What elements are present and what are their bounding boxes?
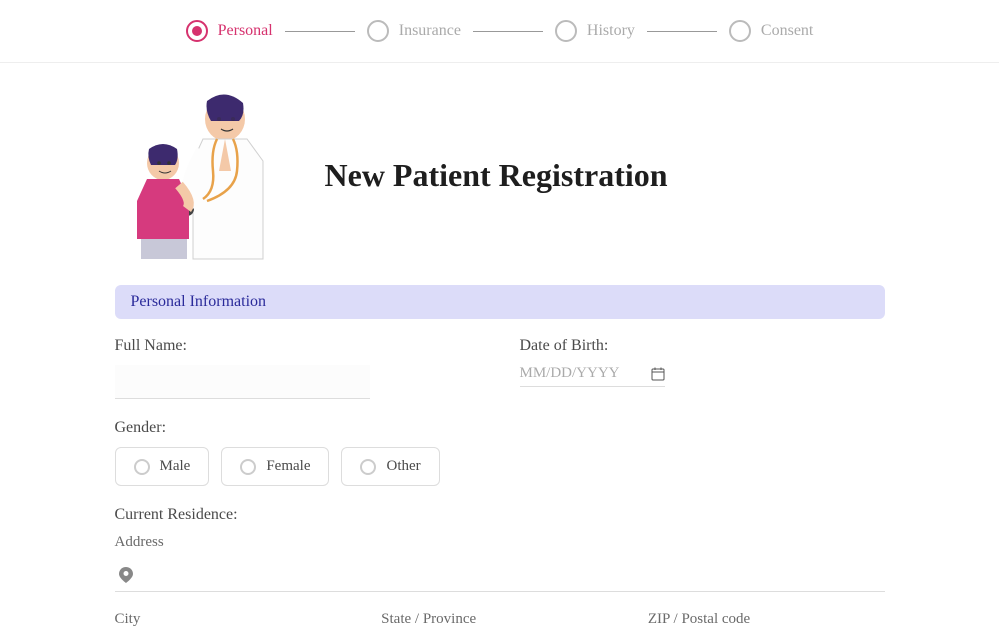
radio-circle [360, 459, 376, 475]
gender-option-other[interactable]: Other [341, 447, 439, 486]
gender-label: Gender: [115, 419, 885, 437]
gender-option-male[interactable]: Male [115, 447, 210, 486]
step-circle-insurance [367, 20, 389, 42]
step-label: Personal [218, 22, 273, 40]
step-consent[interactable]: Consent [729, 20, 813, 42]
step-connector [473, 31, 543, 32]
section-header-personal: Personal Information [115, 285, 885, 319]
radio-label: Other [386, 458, 420, 475]
step-insurance[interactable]: Insurance [367, 20, 461, 42]
dob-placeholder: MM/DD/YYYY [520, 365, 643, 382]
full-name-input[interactable] [115, 365, 370, 399]
gender-option-female[interactable]: Female [221, 447, 329, 486]
page-title: New Patient Registration [325, 155, 668, 197]
radio-circle [134, 459, 150, 475]
progress-stepper: Personal Insurance History Consent [0, 0, 999, 63]
step-connector [285, 31, 355, 32]
doctor-patient-illustration [115, 91, 275, 261]
dob-label: Date of Birth: [520, 337, 885, 355]
full-name-label: Full Name: [115, 337, 480, 355]
dob-input[interactable]: MM/DD/YYYY [520, 365, 665, 387]
radio-circle [240, 459, 256, 475]
step-history[interactable]: History [555, 20, 635, 42]
radio-label: Male [160, 458, 191, 475]
step-connector [647, 31, 717, 32]
address-label: Address [115, 534, 885, 551]
step-label: History [587, 22, 635, 40]
calendar-icon [651, 367, 665, 381]
step-circle-consent [729, 20, 751, 42]
step-circle-history [555, 20, 577, 42]
step-label: Consent [761, 22, 813, 40]
residence-label: Current Residence: [115, 506, 885, 524]
step-label: Insurance [399, 22, 461, 40]
step-personal[interactable]: Personal [186, 20, 273, 42]
step-circle-personal [186, 20, 208, 42]
location-pin-icon [119, 567, 133, 583]
radio-label: Female [266, 458, 310, 475]
address-input[interactable] [115, 559, 885, 592]
